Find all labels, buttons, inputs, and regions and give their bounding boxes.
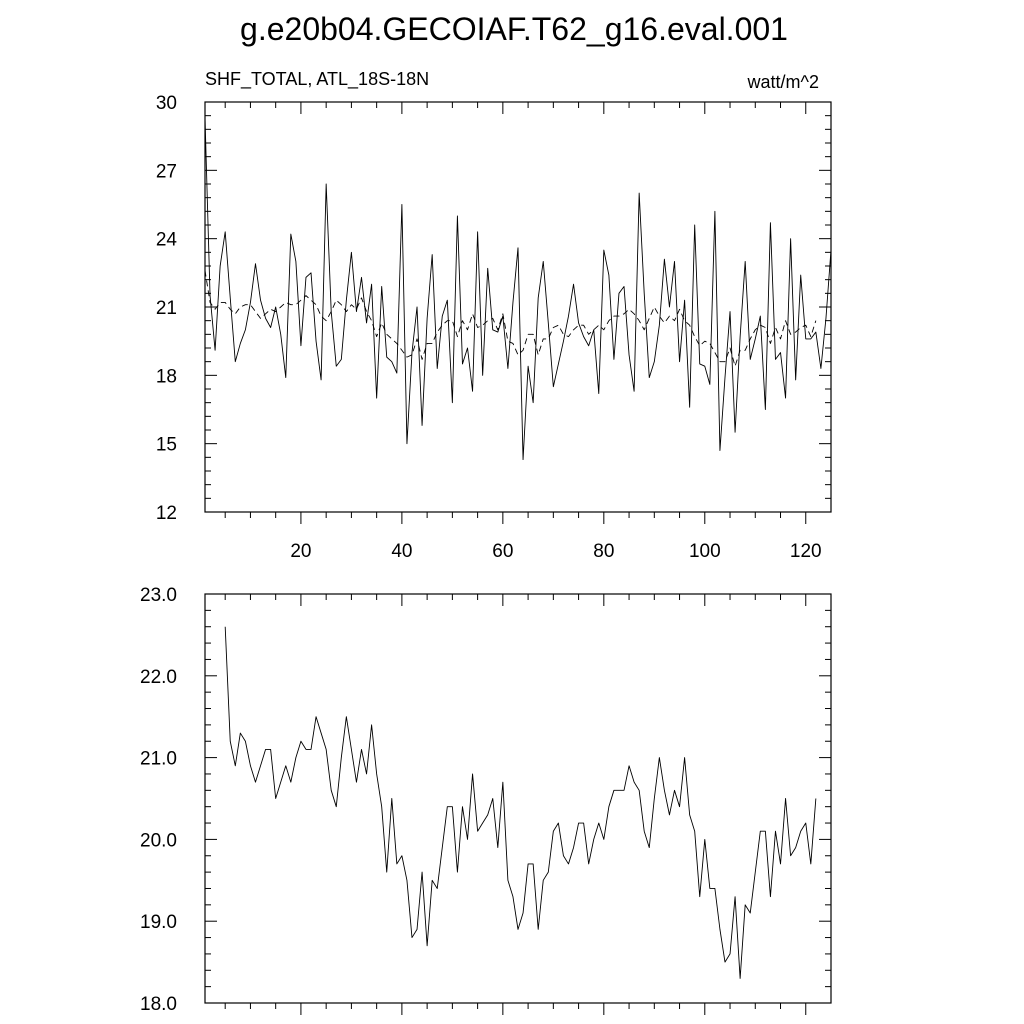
y-tick-label: 18.0	[140, 994, 177, 1015]
top-panel-series	[204, 117, 832, 461]
top-panel: SHF_TOTAL, ATL_18S-18N watt/m^2 12 15 18 21…	[156, 69, 832, 562]
y-tick-label: 24	[156, 230, 178, 251]
bottom-panel-frame	[204, 593, 832, 1004]
x-tick-label: 60	[492, 541, 513, 562]
bottom-panel: 18.0 19.0 20.0 21.0 22.0 23.0	[140, 585, 832, 1015]
x-tick-label: 120	[790, 541, 822, 562]
y-tick-label: 19.0	[140, 912, 177, 933]
y-tick-label: 30	[156, 93, 177, 114]
bottom-panel-ticks	[205, 593, 831, 1015]
y-tick-label: 20.0	[140, 830, 177, 851]
top-panel-units-label: watt/m^2	[747, 72, 819, 92]
y-tick-label: 21.0	[140, 749, 177, 770]
top-panel-frame	[204, 101, 832, 513]
x-tick-label: 40	[391, 541, 412, 562]
top-solid-series-line	[204, 117, 832, 461]
x-tick-label: 100	[689, 541, 721, 562]
bottom-panel-tick-labels: 18.0 19.0 20.0 21.0 22.0 23.0	[140, 585, 177, 1015]
y-tick-label: 18	[156, 366, 177, 387]
page-title: g.e20b04.GECOIAF.T62_g16.eval.001	[240, 11, 788, 47]
x-tick-label: 20	[290, 541, 311, 562]
bottom-solid-series-line	[224, 626, 817, 979]
y-tick-label: 21	[156, 298, 177, 319]
y-tick-label: 22.0	[140, 667, 177, 688]
y-tick-label: 27	[156, 161, 177, 182]
top-panel-left-label: SHF_TOTAL, ATL_18S-18N	[205, 69, 429, 90]
x-tick-label: 80	[593, 541, 614, 562]
top-dashed-series-line	[204, 270, 817, 367]
top-panel-tick-labels: 12 15 18 21 24 27 30 20 40 60 80 100 120	[156, 93, 822, 562]
bottom-panel-series	[224, 626, 817, 979]
y-tick-label: 23.0	[140, 585, 177, 606]
y-tick-label: 15	[156, 435, 177, 456]
y-tick-label: 12	[156, 503, 177, 524]
